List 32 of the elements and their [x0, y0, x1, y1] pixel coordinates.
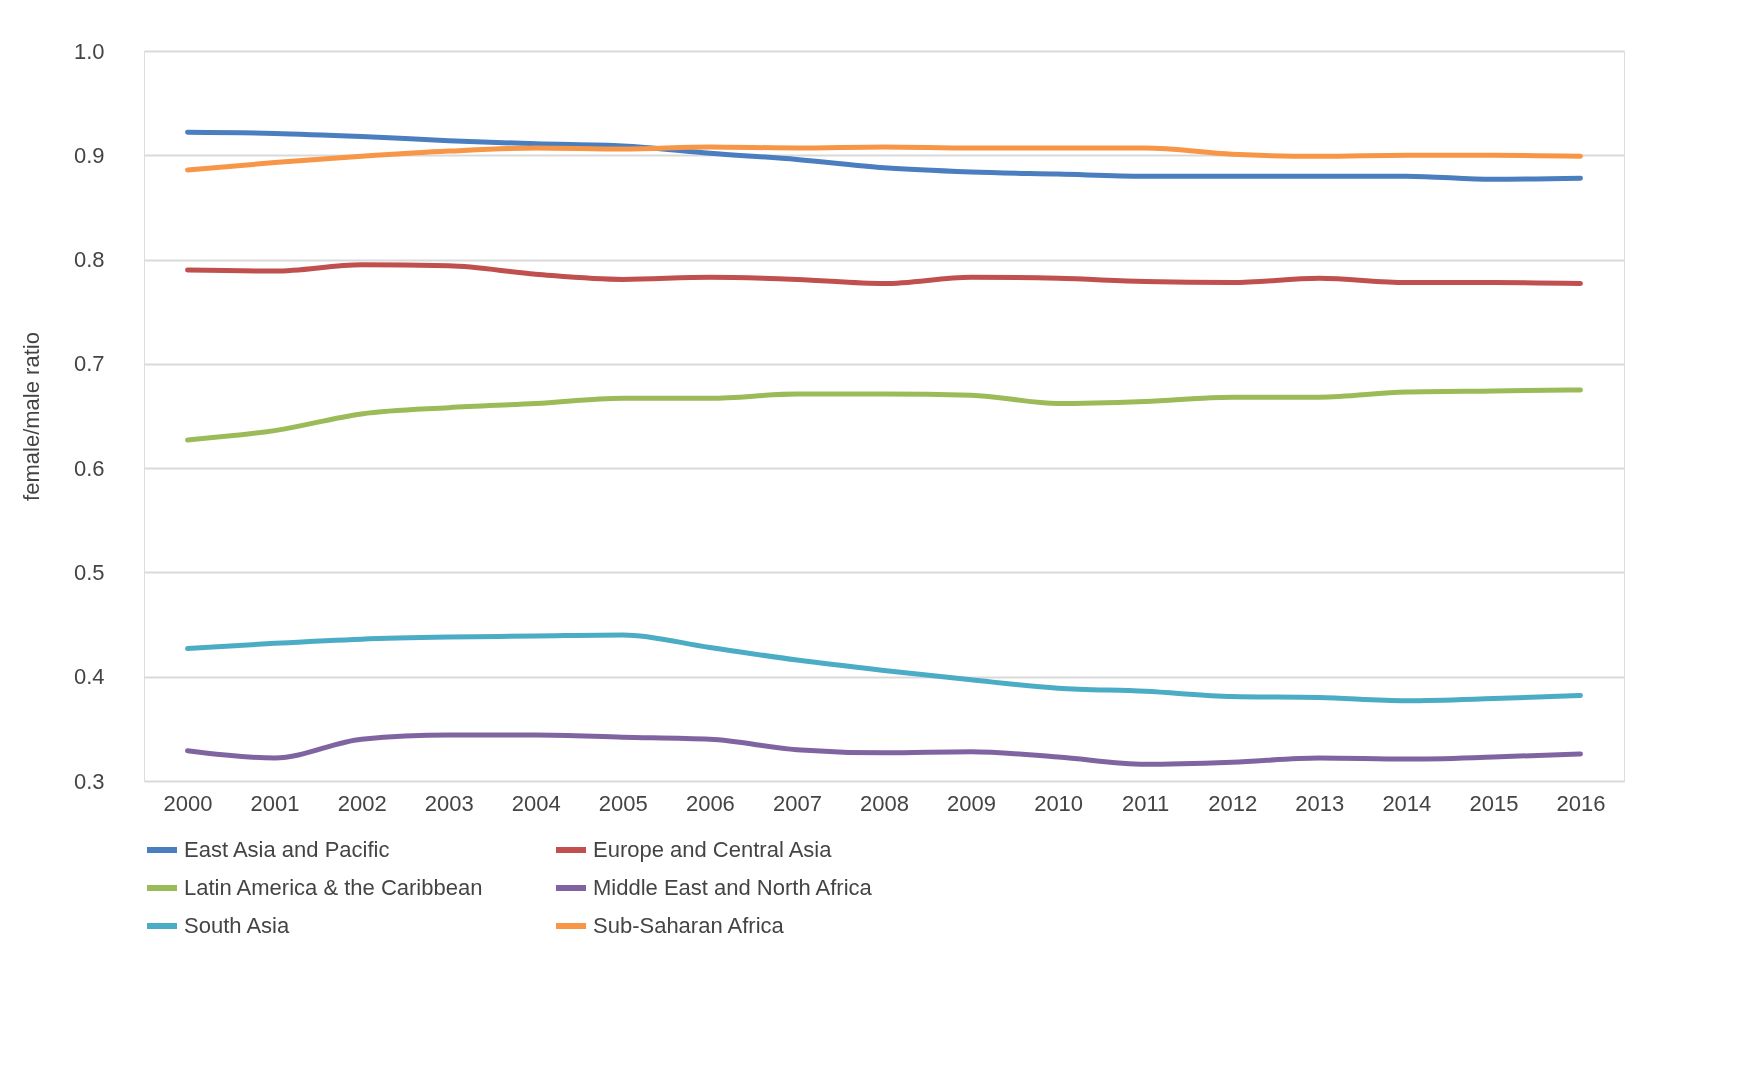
x-tick-label: 2015 — [1469, 790, 1519, 816]
y-tick-label: 1.0 — [73, 38, 105, 64]
y-tick-label: 0.6 — [73, 455, 105, 481]
y-tick-label: 0.7 — [73, 351, 105, 377]
legend-label: Sub-Saharan Africa — [593, 913, 785, 938]
x-tick-label: 2004 — [511, 790, 561, 816]
legend-label: South Asia — [184, 913, 290, 938]
x-tick-label: 2000 — [163, 790, 213, 816]
y-axis-title: female/male ratio — [18, 332, 44, 501]
x-tick-label: 2011 — [1122, 790, 1170, 816]
y-tick-label: 0.3 — [73, 768, 105, 794]
x-tick-label: 2010 — [1034, 790, 1084, 816]
x-tick-label: 2008 — [860, 790, 909, 816]
x-tick-label: 2005 — [598, 790, 648, 816]
legend-label: Middle East and North Africa — [593, 875, 873, 900]
x-tick-label: 2016 — [1556, 790, 1606, 816]
x-tick-label: 2006 — [685, 790, 735, 816]
x-tick-label: 2001 — [250, 790, 300, 816]
x-tick-label: 2009 — [947, 790, 997, 816]
y-tick-label: 0.8 — [73, 247, 105, 273]
x-tick-label: 2014 — [1382, 790, 1432, 816]
legend-label: East Asia and Pacific — [184, 837, 390, 862]
x-tick-label: 2007 — [772, 790, 822, 816]
x-tick-label: 2003 — [424, 790, 474, 816]
legend-label: Europe and Central Asia — [593, 837, 833, 862]
legend-label: Latin America & the Caribbean — [184, 875, 483, 900]
y-tick-label: 0.5 — [73, 559, 105, 585]
x-tick-label: 2002 — [337, 790, 387, 816]
y-tick-label: 0.4 — [73, 664, 105, 690]
y-tick-label: 0.9 — [73, 142, 105, 168]
x-tick-label: 2013 — [1295, 790, 1345, 816]
x-tick-label: 2012 — [1208, 790, 1258, 816]
